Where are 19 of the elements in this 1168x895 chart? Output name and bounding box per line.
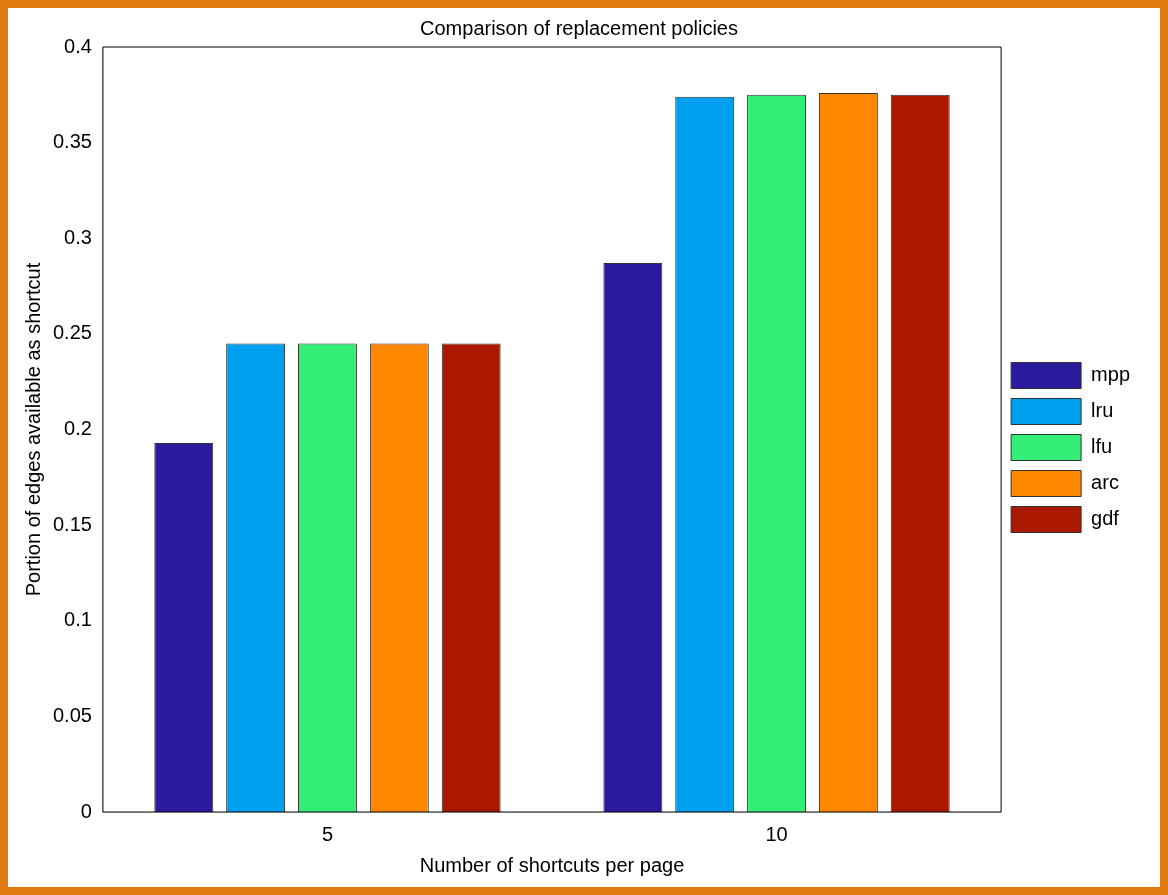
- legend-label: mpp: [1091, 363, 1130, 386]
- x-tick-label: 5: [321, 822, 334, 845]
- y-tick-label: 0.25: [52, 321, 92, 344]
- y-tick-label: 0.3: [64, 225, 92, 248]
- y-tick-label: 0.2: [64, 417, 92, 440]
- y-tick-label: 0: [80, 799, 92, 822]
- legend-label: lru: [1091, 399, 1114, 422]
- x-axis-title: Number of shortcuts per page: [419, 853, 685, 876]
- legend-label: gdf: [1091, 507, 1120, 530]
- legend-label: lfu: [1091, 435, 1113, 458]
- x-tick-label: 10: [765, 822, 788, 845]
- y-tick-label: 0.4: [64, 34, 92, 57]
- legend-label: arc: [1091, 471, 1119, 494]
- chart-title: Comparison of replacement policies: [420, 16, 738, 39]
- y-tick-label: 0.1: [64, 608, 92, 631]
- y-axis-title: Portion of edges available as shortcut: [21, 262, 44, 597]
- y-tick-label: 0.35: [52, 130, 92, 153]
- y-tick-label: 0.15: [52, 512, 92, 535]
- y-tick-label: 0.05: [52, 703, 92, 726]
